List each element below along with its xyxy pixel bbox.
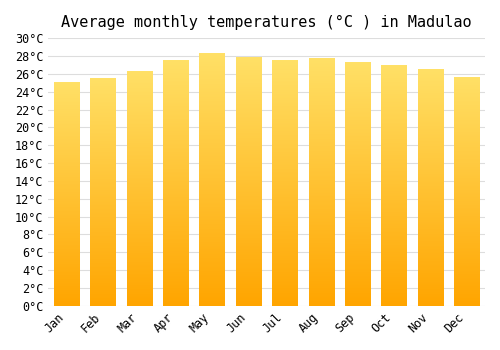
Title: Average monthly temperatures (°C ) in Madulao: Average monthly temperatures (°C ) in Ma… xyxy=(62,15,472,30)
